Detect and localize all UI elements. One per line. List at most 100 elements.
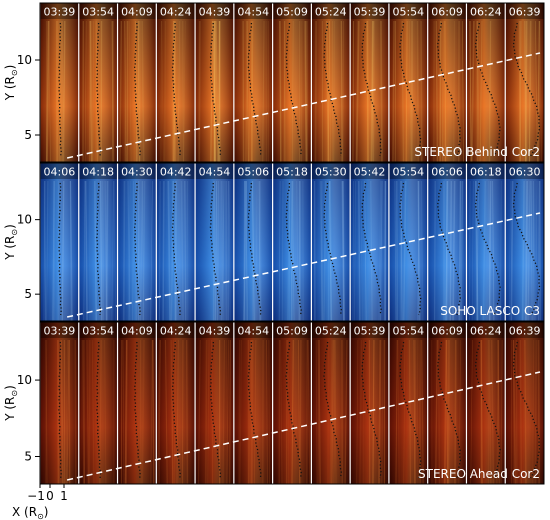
- streamer-streak: [182, 20, 184, 163]
- streamer-streak: [221, 180, 225, 322]
- frame: 04:09: [116, 3, 157, 163]
- streamer-streak: [124, 20, 127, 163]
- streamer-streak: [417, 180, 421, 322]
- streamer-streak: [245, 20, 249, 163]
- time-label-bg: [195, 163, 234, 179]
- streamer-streak: [314, 20, 317, 163]
- frame-time-label: 03:39: [44, 6, 76, 19]
- streamer-streak: [445, 339, 449, 485]
- frame: 05:54: [388, 3, 428, 163]
- frame-time-label: 04:54: [237, 6, 269, 19]
- time-label-bg: [156, 322, 195, 338]
- panel-border: [39, 321, 545, 485]
- y-tick-label: 5: [24, 128, 32, 142]
- frame: 05:24: [310, 3, 351, 163]
- streamer-streak: [74, 339, 77, 485]
- streamer-streak: [281, 180, 284, 322]
- streamer-streak: [215, 20, 219, 163]
- streamer-streak: [329, 180, 332, 322]
- streamer-streak: [400, 180, 403, 322]
- streamer-streak: [141, 339, 145, 485]
- streamer-streak: [482, 180, 487, 322]
- streamer-streak: [105, 180, 109, 322]
- streamer-streak: [173, 20, 176, 163]
- frame: 03:54: [78, 3, 118, 163]
- streamer-streak: [536, 20, 540, 163]
- frame-time-label: 04:18: [82, 166, 114, 179]
- frame-glow: [505, 163, 544, 321]
- streamer-streak: [383, 180, 387, 322]
- time-label-bg: [156, 163, 195, 179]
- frame-time-label: 04:09: [121, 325, 153, 338]
- streamer-streak: [226, 339, 230, 485]
- streamer-streak: [307, 339, 311, 485]
- streamer-streak: [134, 20, 138, 163]
- frame-glow: [505, 322, 544, 484]
- streamer-streak: [297, 339, 301, 485]
- streamer-streak: [292, 180, 295, 322]
- streamer-streak: [122, 180, 126, 322]
- streamer-streak: [315, 339, 318, 485]
- streamer-streak: [198, 20, 201, 163]
- panel-border: [39, 162, 545, 322]
- frame: 04:39: [194, 3, 234, 163]
- streamer-streak: [251, 180, 255, 322]
- time-label-bg: [466, 3, 505, 19]
- streamer-streak: [43, 180, 46, 322]
- time-label-bg: [118, 322, 156, 338]
- tracked-feature-dots: [436, 22, 461, 157]
- streamer-streak: [48, 20, 51, 163]
- streamer-streak: [352, 20, 355, 163]
- frame-time-label: 06:39: [509, 325, 541, 338]
- streamer-streak: [532, 180, 535, 322]
- frame-glow: [233, 3, 273, 162]
- streamer-streak: [142, 180, 146, 322]
- frame-time-label: 06:09: [431, 325, 463, 338]
- panel-2: 04:06 04:18 04:30 04:42 04:54 05:06 05:18 05:30…: [3, 162, 545, 322]
- streamer-streak: [66, 339, 70, 485]
- frame-glow: [350, 3, 389, 162]
- streamer-streak: [162, 180, 165, 322]
- frame-time-label: 06:09: [431, 6, 463, 19]
- streamer-streak: [210, 20, 214, 163]
- streamer-streak: [213, 20, 217, 163]
- streamer-streak: [91, 339, 95, 485]
- tracked-feature-dots: [285, 341, 302, 479]
- streamer-streak: [378, 180, 382, 322]
- streamer-streak: [327, 20, 331, 163]
- streamer-streak: [170, 180, 174, 322]
- streamer-streak: [435, 20, 439, 163]
- streamer-streak: [123, 20, 127, 163]
- frame-time-label: 05:09: [276, 325, 308, 338]
- streamer-streak: [371, 20, 374, 163]
- streamer-streak: [278, 180, 281, 322]
- frame-time-label: 03:54: [82, 6, 114, 19]
- frame-glow: [311, 163, 351, 321]
- streamer-streak: [537, 339, 541, 485]
- frame-glow: [388, 3, 428, 162]
- streamer-streak: [255, 180, 258, 322]
- streamer-streak: [111, 20, 114, 163]
- streamer-streak: [452, 180, 456, 322]
- streamer-streak: [392, 20, 396, 163]
- streamer-streak: [150, 180, 153, 322]
- streamer-streak: [259, 180, 262, 322]
- time-label-bg: [40, 322, 79, 338]
- tracked-feature-dots: [171, 341, 181, 479]
- streamer-streak: [61, 180, 65, 322]
- streamer-streak: [459, 180, 464, 322]
- frame-glow: [156, 3, 196, 162]
- time-label-bg: [118, 163, 156, 179]
- streamer-streak: [458, 180, 462, 322]
- streamer-streak: [91, 20, 95, 163]
- tracked-feature-dots: [247, 342, 262, 479]
- streamer-streak: [341, 180, 345, 322]
- streamer-streak: [45, 339, 48, 485]
- y-axis-label: Y (R⊙): [3, 224, 19, 261]
- frame-glow: [195, 322, 234, 484]
- streamer-streak: [470, 339, 473, 485]
- frame-time-label: 05:54: [392, 166, 424, 179]
- streamer-streak: [530, 180, 533, 322]
- streamer-streak: [124, 339, 127, 485]
- streamer-streak: [268, 339, 271, 485]
